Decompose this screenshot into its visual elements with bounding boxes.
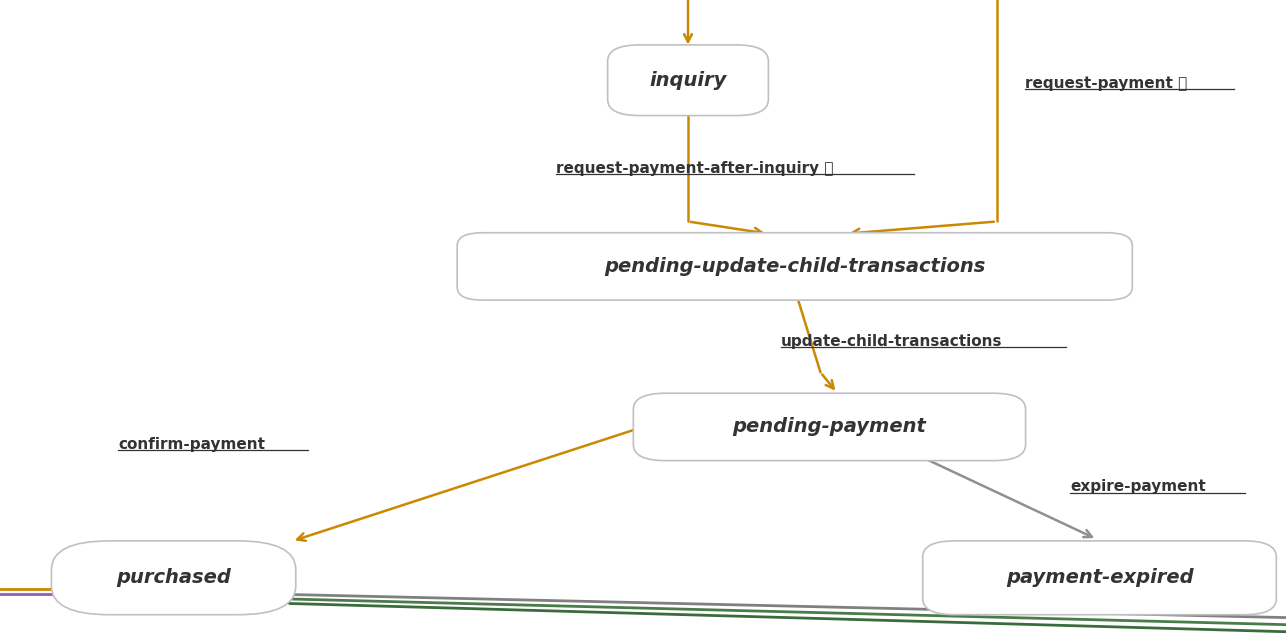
Text: request-payment 🔒: request-payment 🔒 [1025,76,1187,91]
FancyBboxPatch shape [51,541,296,615]
Text: update-child-transactions: update-child-transactions [781,334,1002,349]
Text: purchased: purchased [116,568,231,587]
Text: expire-payment: expire-payment [1070,479,1206,494]
FancyBboxPatch shape [607,45,769,116]
FancyBboxPatch shape [922,541,1276,615]
Text: request-payment-after-inquiry 🔒: request-payment-after-inquiry 🔒 [556,160,833,176]
FancyBboxPatch shape [458,233,1133,300]
Text: inquiry: inquiry [649,71,727,90]
Text: pending-update-child-transactions: pending-update-child-transactions [604,257,985,276]
FancyBboxPatch shape [633,393,1026,461]
Text: payment-expired: payment-expired [1006,568,1193,587]
Text: pending-payment: pending-payment [733,417,926,437]
Text: confirm-payment: confirm-payment [118,437,265,452]
